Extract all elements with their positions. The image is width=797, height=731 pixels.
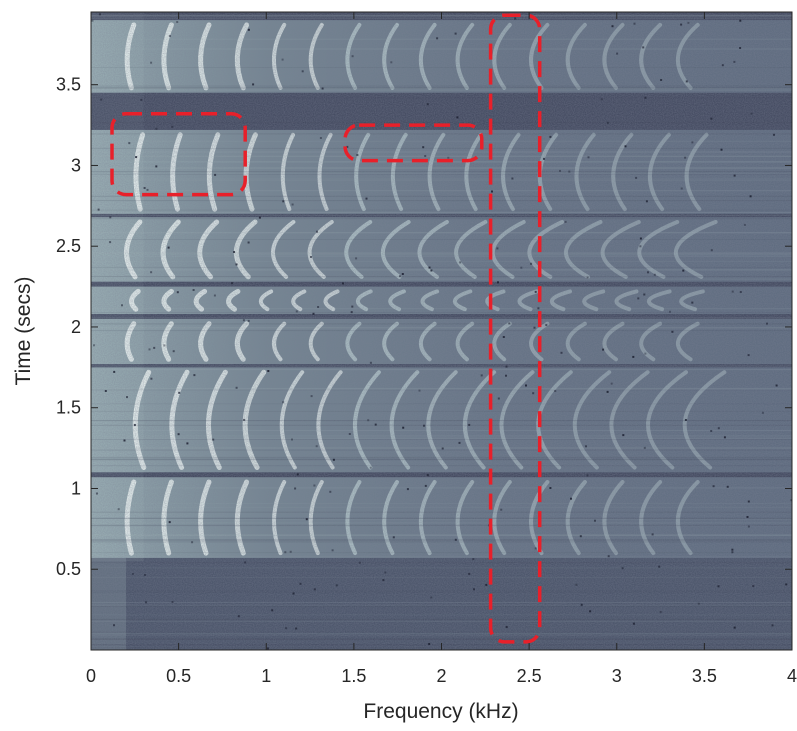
x-tick-label: 2 xyxy=(436,666,446,686)
y-tick-label: 1 xyxy=(71,478,81,498)
x-tick-label: 1 xyxy=(261,666,271,686)
x-tick-label: 3.5 xyxy=(692,666,717,686)
x-tick-label: 0.5 xyxy=(166,666,191,686)
x-tick-label: 1.5 xyxy=(341,666,366,686)
x-tick-label: 0 xyxy=(86,666,96,686)
y-tick-label: 2 xyxy=(71,317,81,337)
highlight-box-1 xyxy=(110,112,247,197)
y-tick-label: 3.5 xyxy=(56,75,81,95)
x-tick-label: 2.5 xyxy=(517,666,542,686)
y-tick-label: 0.5 xyxy=(56,559,81,579)
y-axis-label: Time (secs) xyxy=(12,277,35,386)
y-tick-label: 2.5 xyxy=(56,236,81,256)
x-axis-label: Frequency (kHz) xyxy=(363,700,518,723)
x-axis: 0 0.5 1 1.5 2 2.5 3 3.5 4 xyxy=(86,12,797,686)
x-tick-label: 3 xyxy=(612,666,622,686)
highlight-layer xyxy=(110,13,542,644)
y-axis: 0.5 1 1.5 2 2.5 3 3.5 xyxy=(56,75,792,579)
highlight-box-2 xyxy=(343,123,484,163)
y-tick-label: 3 xyxy=(71,155,81,175)
spectrogram-image xyxy=(91,12,792,650)
x-tick-label: 4 xyxy=(787,666,797,686)
highlight-box-3 xyxy=(488,13,542,644)
y-tick-label: 1.5 xyxy=(56,398,81,418)
